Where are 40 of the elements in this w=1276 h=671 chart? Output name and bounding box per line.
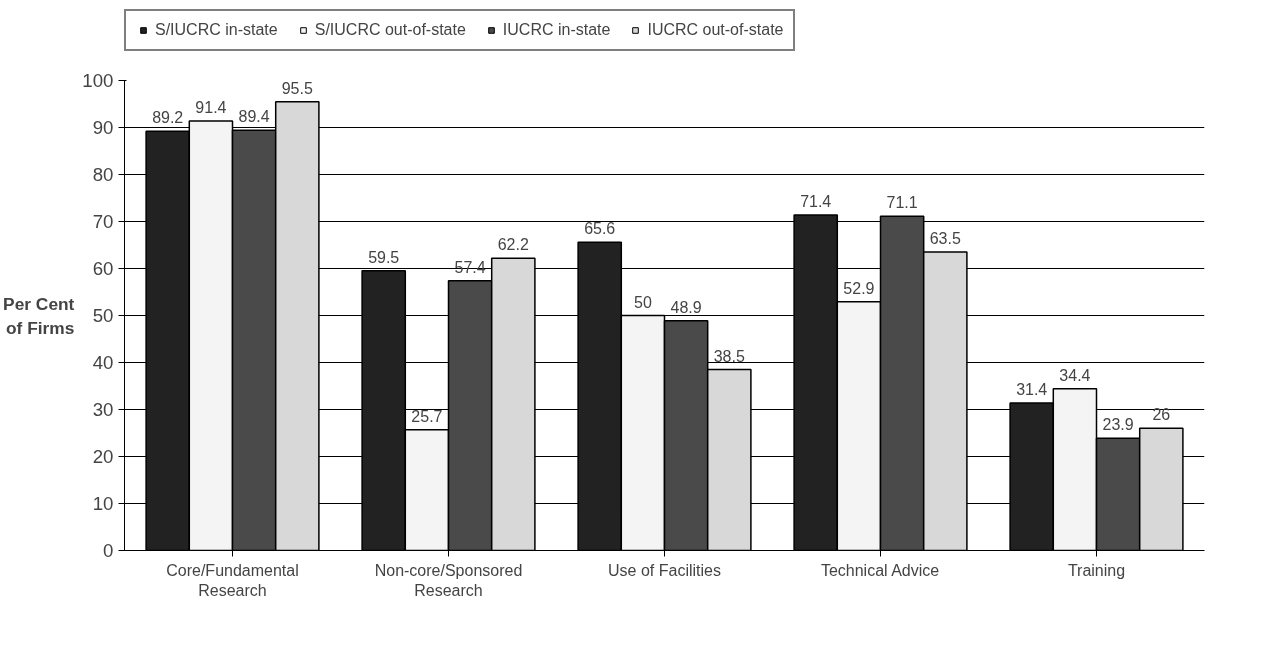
data-label: 23.9 — [1102, 416, 1134, 434]
y-tick-label: 50 — [92, 305, 114, 326]
data-label: 65.6 — [584, 220, 616, 238]
x-tick-label: Use of Facilities — [608, 561, 721, 579]
data-label: 62.2 — [497, 236, 529, 254]
x-tick-label: Technical Advice — [820, 561, 940, 579]
data-label: 91.4 — [195, 98, 227, 116]
legend-label: IUCRC in-state — [502, 21, 611, 39]
legend-label: IUCRC out-of-state — [647, 21, 784, 39]
data-label: 71.4 — [800, 192, 832, 210]
data-label: 89.4 — [238, 108, 270, 126]
y-tick-label: 60 — [92, 258, 114, 279]
y-tick-label: 10 — [92, 493, 114, 514]
data-label: 71.1 — [886, 194, 918, 212]
x-tick-label: Core/Fundamental Research — [166, 561, 299, 599]
data-label: 95.5 — [281, 79, 313, 97]
x-tick-label: Training — [1067, 561, 1126, 579]
data-label: 38.5 — [713, 347, 745, 365]
y-tick-label: 0 — [103, 540, 114, 561]
data-label: 52.9 — [843, 279, 875, 297]
data-label: 50 — [634, 293, 652, 311]
y-tick-label: 30 — [92, 399, 114, 420]
y-tick-label: 100 — [82, 70, 114, 91]
data-label: 31.4 — [1016, 380, 1048, 398]
data-label: 63.5 — [929, 230, 961, 248]
y-tick-label: 80 — [92, 164, 114, 185]
data-label: 34.4 — [1059, 366, 1091, 384]
data-label: 59.5 — [368, 248, 400, 266]
data-label: 26 — [1152, 406, 1171, 424]
y-tick-label: 20 — [92, 446, 114, 467]
y-tick-label: 70 — [92, 211, 114, 232]
data-label: 48.9 — [670, 298, 702, 316]
x-tick-label: Non-core/Sponsored Research — [374, 561, 523, 599]
y-tick-label: 90 — [92, 117, 114, 138]
legend-label: S/IUCRC out-of-state — [314, 21, 466, 39]
y-tick-label: 40 — [92, 352, 114, 373]
legend-label: S/IUCRC in-state — [155, 21, 278, 39]
data-label: 25.7 — [411, 407, 443, 425]
y-axis-title: Per Cent of Firms — [3, 293, 75, 338]
data-label: 89.2 — [152, 109, 184, 127]
